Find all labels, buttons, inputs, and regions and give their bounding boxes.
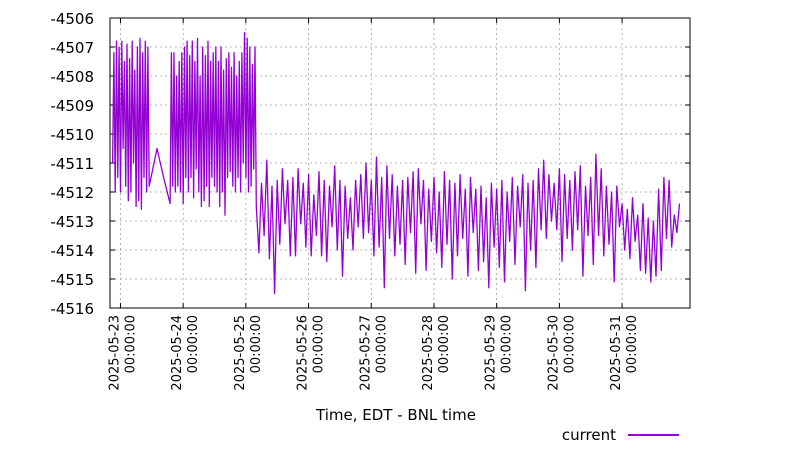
legend: current	[562, 426, 679, 444]
axes: -4506 -4507 -4508 -4509 -4510 -4511 -4512 -4513…	[50, 10, 691, 391]
x-tick-time: 00:00:00	[374, 315, 389, 373]
x-tick-time: 00:00:00	[437, 315, 452, 373]
y-tick-label: -4516	[50, 300, 94, 318]
x-tick-date: 2025-05-28	[421, 315, 436, 391]
x-tick-date: 2025-05-27	[358, 315, 373, 391]
y-tick-label: -4511	[50, 155, 94, 173]
x-tick-label: 2025-05-26 00:00:00	[296, 315, 327, 391]
x-tick-date: 2025-05-23	[107, 315, 122, 391]
y-tick-label: -4515	[50, 271, 94, 289]
y-tick-label: -4513	[50, 213, 94, 231]
y-tick-label: -4507	[50, 39, 94, 57]
x-tick-time: 00:00:00	[123, 315, 138, 373]
y-tick-label: -4508	[50, 68, 94, 86]
x-tick-label: 2025-05-25 00:00:00	[233, 315, 264, 391]
x-tick-time: 00:00:00	[625, 315, 640, 373]
x-tick-label: 2025-05-23 00:00:00	[107, 315, 138, 391]
series-line-current	[111, 31, 681, 295]
x-tick-label: 2025-05-30 00:00:00	[546, 315, 577, 391]
x-tick-label: 2025-05-24 00:00:00	[170, 315, 201, 391]
x-tick-date: 2025-05-30	[546, 315, 561, 391]
x-tick-time: 00:00:00	[562, 315, 577, 373]
x-tick-label: 2025-05-27 00:00:00	[358, 315, 389, 391]
x-tick-label: 2025-05-29 00:00:00	[484, 315, 515, 391]
y-tick-label: -4510	[50, 126, 94, 144]
plot-frame	[109, 17, 691, 309]
x-tick-date: 2025-05-24	[170, 315, 185, 391]
y-tick-label: -4506	[50, 10, 94, 28]
x-tick-time: 00:00:00	[500, 315, 515, 373]
x-tick-date: 2025-05-25	[233, 315, 248, 391]
x-tick-time: 00:00:00	[312, 315, 327, 373]
x-tick-time: 00:00:00	[249, 315, 264, 373]
series-layer	[111, 31, 681, 295]
x-tick-date: 2025-05-29	[484, 315, 499, 391]
x-tick-time: 00:00:00	[186, 315, 201, 373]
x-tick-label: 2025-05-31 00:00:00	[609, 315, 640, 391]
x-tick-label: 2025-05-28 00:00:00	[421, 315, 452, 391]
x-tick-date: 2025-05-26	[296, 315, 311, 391]
y-tick-label: -4509	[50, 97, 94, 115]
grid-lines	[110, 17, 690, 309]
legend-label: current	[562, 426, 616, 444]
x-axis-title: Time, EDT - BNL time	[315, 406, 476, 424]
y-tick-label: -4514	[50, 242, 94, 260]
x-tick-date: 2025-05-31	[609, 315, 624, 391]
y-tick-label: -4512	[50, 184, 94, 202]
